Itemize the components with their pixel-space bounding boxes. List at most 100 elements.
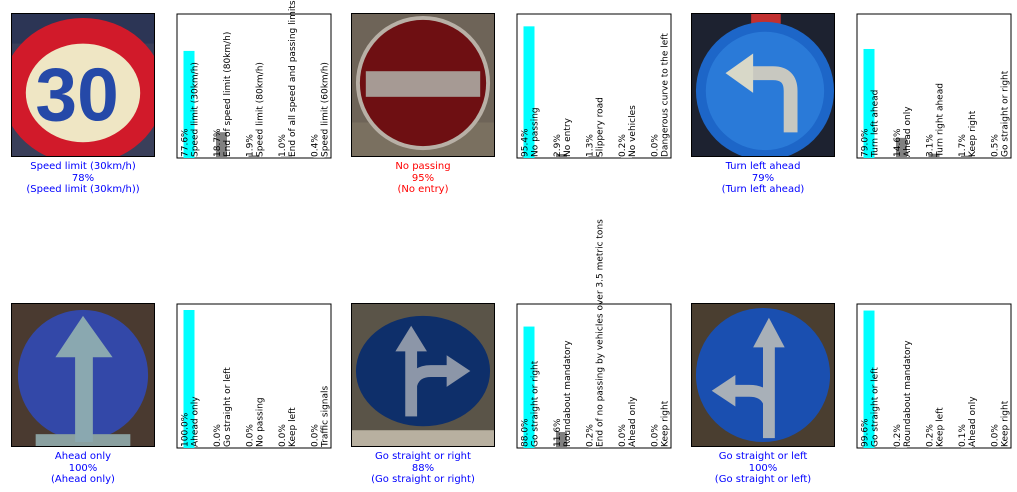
class-label: Go straight or left xyxy=(223,367,233,447)
confidence-value: 95% xyxy=(411,172,435,184)
confidence-value: 79% xyxy=(751,172,775,184)
probability-label: 0.4% xyxy=(311,134,321,157)
class-label: Roundabout mandatory xyxy=(903,340,913,447)
probability-label: 18.7% xyxy=(213,128,223,157)
probability-chart-svg: 95.4% No passing 2.9% No entry 1.3% Slippery … xyxy=(516,13,672,159)
probability-bar xyxy=(556,431,567,448)
probability-bar xyxy=(183,50,195,158)
go-straight-or-left-sign-image xyxy=(691,303,835,447)
probability-label: 0.0% xyxy=(246,424,256,447)
probability-bar xyxy=(621,157,632,158)
class-label: Dangerous curve to the left xyxy=(661,33,671,157)
class-label: Roundabout mandatory xyxy=(563,340,573,447)
class-label: Speed limit (80km/h) xyxy=(256,62,266,157)
predicted-label: Go straight or left xyxy=(718,451,808,462)
speed-limit-30-sign-icon: 30 xyxy=(12,14,154,156)
probability-label: 14.6% xyxy=(893,128,903,157)
prediction-caption: Speed limit (30km/h) 78% (Speed limit (3… xyxy=(0,161,168,196)
probability-bar xyxy=(993,157,1005,158)
go-straight-or-right-sign-image xyxy=(351,303,495,447)
probability-label: 79.0% xyxy=(861,128,871,157)
probability-bar xyxy=(588,447,600,448)
probability-chart-3: 79.0% Turn left ahead 14.6% Ahead only 3.1% T… xyxy=(856,13,1012,159)
probability-chart-svg: 100.0% Ahead only 0.0% Go straight or left 0… xyxy=(176,303,332,449)
probability-bar xyxy=(863,48,875,159)
probability-label: 1.7% xyxy=(958,134,968,157)
class-label: Turn right ahead xyxy=(936,83,946,158)
confidence-value: 100% xyxy=(748,462,778,474)
probability-bar xyxy=(928,153,940,158)
prediction-caption: Go straight or left 100% (Go straight or… xyxy=(678,451,848,486)
class-label: Speed limit (30km/h) xyxy=(191,62,201,157)
true-label: (Ahead only) xyxy=(51,474,115,485)
class-label: Go straight or left xyxy=(871,367,881,447)
probability-bar xyxy=(928,447,940,448)
class-label: Keep left xyxy=(936,407,946,447)
probability-bar xyxy=(961,447,972,448)
probability-bar xyxy=(216,132,227,158)
speed-limit-30-sign-image: 30 xyxy=(11,13,155,157)
probability-bar xyxy=(588,156,600,158)
probability-label: 99.6% xyxy=(861,418,871,447)
chart-frame xyxy=(176,303,332,449)
prediction-caption: Ahead only 100% (Ahead only) xyxy=(0,451,168,486)
probability-label: 95.4% xyxy=(521,128,531,157)
probability-chart-6: 99.6% Go straight or left 0.2% Roundabout m… xyxy=(856,303,1012,449)
probability-chart-svg: 79.0% Turn left ahead 14.6% Ahead only 3.1% T… xyxy=(856,13,1012,159)
class-label: Slippery road xyxy=(596,97,606,157)
class-label: No vehicles xyxy=(628,105,638,157)
prediction-caption: No passing 95% (No entry) xyxy=(338,161,508,196)
confidence-value: 88% xyxy=(411,462,435,474)
probability-label: 0.2% xyxy=(618,134,628,157)
probability-label: 2.9% xyxy=(553,134,563,157)
class-label: No passing xyxy=(256,397,266,447)
class-label: Go straight or right xyxy=(1001,70,1011,157)
probability-label: 3.1% xyxy=(926,134,936,157)
probability-bar xyxy=(863,310,875,448)
ahead-only-sign-icon xyxy=(12,304,154,446)
probability-label: 0.5% xyxy=(991,134,1001,157)
probability-bar xyxy=(523,326,535,448)
class-label: Speed limit (60km/h) xyxy=(321,62,331,157)
probability-label: 0.0% xyxy=(311,424,321,447)
svg-text:30: 30 xyxy=(35,53,118,137)
true-label: (Turn left ahead) xyxy=(721,184,805,195)
probability-label: 0.0% xyxy=(278,424,288,447)
probability-chart-4: 100.0% Ahead only 0.0% Go straight or left 0… xyxy=(176,303,332,449)
probability-label: 100.0% xyxy=(181,412,191,447)
class-label: Keep right xyxy=(968,110,978,157)
probability-bar xyxy=(896,137,907,158)
probability-bar xyxy=(523,26,535,159)
class-label: End of speed limit (80km/h) xyxy=(223,32,233,157)
confidence-value: 100% xyxy=(68,462,98,474)
class-label: Keep right xyxy=(1001,400,1011,447)
true-label: (No entry) xyxy=(397,184,449,195)
class-label: Ahead only xyxy=(903,106,913,157)
predicted-label: Speed limit (30km/h) xyxy=(30,161,136,172)
probability-label: 88.0% xyxy=(521,418,531,447)
prediction-caption: Go straight or right 88% (Go straight or… xyxy=(338,451,508,486)
probability-label: 0.2% xyxy=(926,424,936,447)
confidence-value: 78% xyxy=(71,172,95,184)
turn-left-ahead-sign-image xyxy=(691,13,835,157)
probability-bar xyxy=(248,155,260,158)
probability-label: 0.0% xyxy=(651,134,661,157)
probability-chart-2: 95.4% No passing 2.9% No entry 1.3% Slippery … xyxy=(516,13,672,159)
class-label: No passing xyxy=(531,107,541,157)
true-label: (Go straight or left) xyxy=(714,474,812,485)
true-label: (Speed limit (30km/h)) xyxy=(26,184,140,195)
predicted-label: Ahead only xyxy=(54,451,112,462)
probability-label: 1.3% xyxy=(586,134,596,157)
probability-bar xyxy=(281,156,292,158)
probability-chart-svg: 99.6% Go straight or left 0.2% Roundabout m… xyxy=(856,303,1012,449)
no-entry-sign-icon xyxy=(352,14,494,156)
probability-bar xyxy=(556,153,567,158)
class-label: Ahead only xyxy=(628,396,638,447)
class-label: Ahead only xyxy=(191,396,201,447)
probability-chart-1: 77.6% Speed limit (30km/h) 18.7% End of spe… xyxy=(176,0,332,159)
probability-label: 0.1% xyxy=(958,424,968,447)
true-label: (Go straight or right) xyxy=(371,474,475,485)
probability-bar xyxy=(961,155,972,158)
probability-label: 1.9% xyxy=(246,134,256,157)
class-label: No entry xyxy=(563,117,573,157)
